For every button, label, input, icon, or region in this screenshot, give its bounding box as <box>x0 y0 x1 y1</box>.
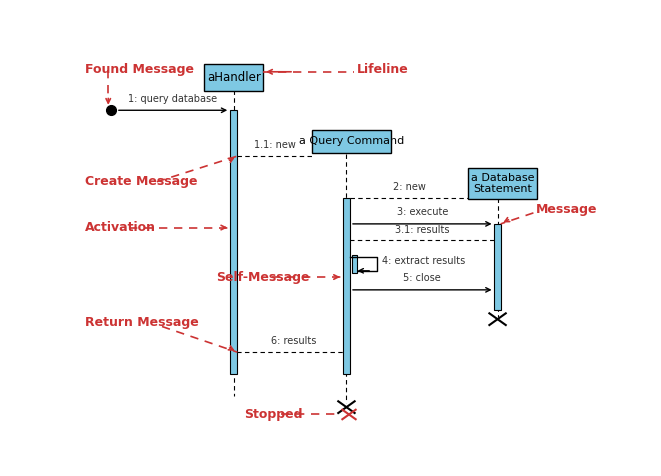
FancyBboxPatch shape <box>468 168 537 199</box>
Text: Create Message: Create Message <box>85 175 198 188</box>
Text: 4: extract results: 4: extract results <box>382 256 465 266</box>
Text: 3: execute: 3: execute <box>397 207 448 217</box>
Text: Stopped: Stopped <box>244 408 303 421</box>
FancyBboxPatch shape <box>230 110 237 374</box>
Text: Found Message: Found Message <box>85 63 194 76</box>
Text: Self-Message: Self-Message <box>215 270 309 284</box>
Text: Message: Message <box>536 203 598 216</box>
Text: a Database
Statement: a Database Statement <box>471 173 535 194</box>
FancyBboxPatch shape <box>204 63 263 91</box>
FancyBboxPatch shape <box>343 198 350 374</box>
Text: 3.1: results: 3.1: results <box>395 225 449 235</box>
FancyBboxPatch shape <box>352 255 357 273</box>
Text: Lifeline: Lifeline <box>357 63 408 76</box>
Text: 6: results: 6: results <box>271 337 317 347</box>
Text: 5: close: 5: close <box>403 273 441 283</box>
Text: Activation: Activation <box>85 221 156 234</box>
Text: 2: new: 2: new <box>393 182 426 192</box>
FancyBboxPatch shape <box>312 129 391 153</box>
Text: aHandler: aHandler <box>207 71 260 84</box>
Text: a Query Command: a Query Command <box>299 137 404 147</box>
FancyBboxPatch shape <box>494 224 500 310</box>
Text: 1: query database: 1: query database <box>128 94 217 104</box>
Text: Return Message: Return Message <box>85 317 199 329</box>
Text: 1.1: new: 1.1: new <box>254 140 295 150</box>
